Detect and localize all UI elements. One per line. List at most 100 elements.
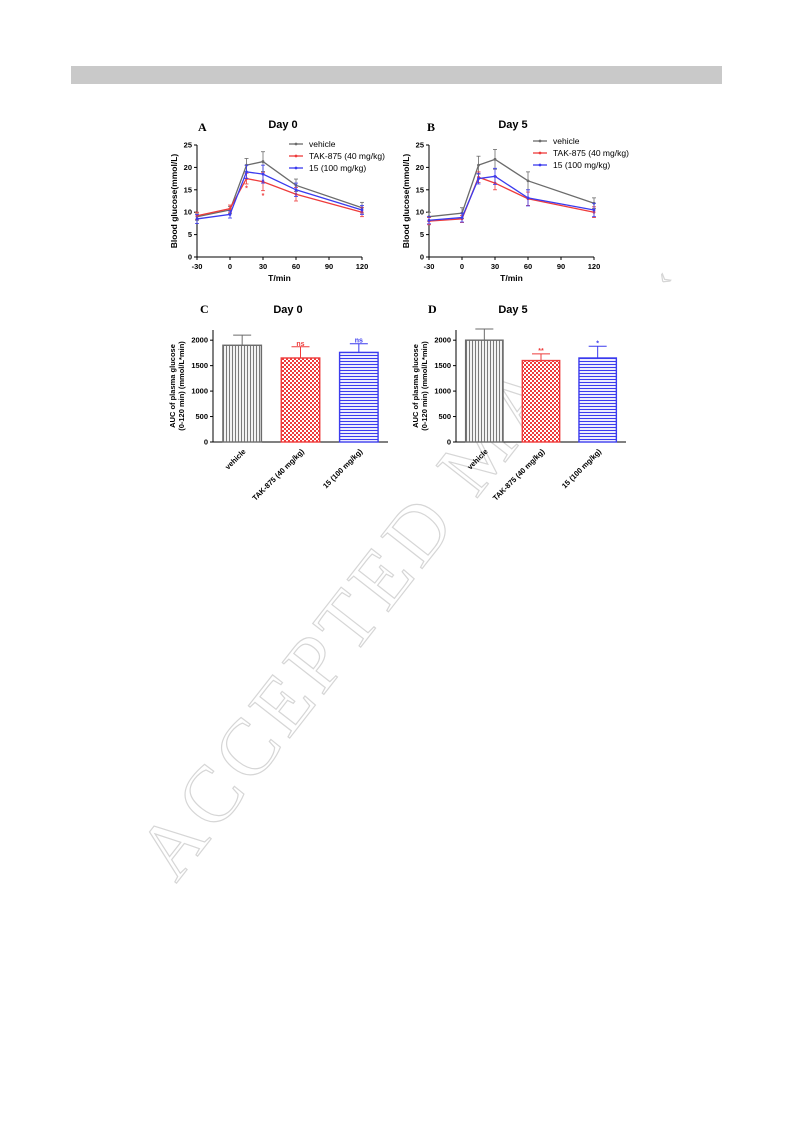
y-tick-label: 0	[420, 253, 424, 262]
legend-label: TAK-875 (40 mg/kg)	[553, 148, 629, 158]
y-tick-label: 0	[204, 438, 208, 447]
bar-chart-D: D Day 5 0 500 1000 1500 2000 AUC of plasma gluc…	[411, 302, 626, 503]
x-tick-label: 30	[259, 262, 267, 271]
panel-label: C	[200, 302, 209, 316]
y-tick-label: 5	[188, 230, 192, 239]
data-point	[493, 174, 497, 178]
category-label: vehicle	[465, 447, 489, 471]
header-bar	[71, 66, 722, 84]
bar	[521, 359, 561, 443]
series-line	[428, 175, 595, 221]
significance-marker: *	[262, 193, 265, 200]
series-vehicle	[195, 151, 364, 221]
y-axis-label-line: (0-120 min) (mmol/L*min)	[177, 341, 186, 431]
y-tick-label: 1500	[434, 361, 451, 370]
series-line	[196, 160, 363, 218]
data-point	[460, 216, 464, 219]
y-axis-label-line: AUC of plasma glucose	[168, 344, 177, 428]
y-tick-label: 10	[416, 208, 424, 217]
data-point	[360, 208, 364, 212]
y-axis-label: AUC of plasma glucose(0-120 min) (mmol/L…	[411, 341, 429, 431]
y-tick-label: 1000	[191, 387, 208, 396]
x-tick-label: 120	[356, 262, 369, 271]
x-tick-label: 60	[524, 262, 532, 271]
y-tick-label: 25	[184, 141, 192, 150]
legend-label: 15 (100 mg/kg)	[309, 163, 366, 173]
series-line	[196, 177, 363, 217]
y-axis-label-line: AUC of plasma glucose	[411, 344, 420, 428]
y-tick-label: 1500	[191, 361, 208, 370]
chart-title: Day 0	[268, 119, 297, 131]
x-axis-label: T/min	[500, 273, 523, 283]
y-axis-label: AUC of plasma glucose(0-120 min) (mmol/L…	[168, 341, 186, 431]
legend-label: 15 (100 mg/kg)	[553, 160, 610, 170]
chart-title: Day 0	[273, 304, 302, 316]
legend-marker	[538, 139, 542, 143]
legend-label: vehicle	[553, 136, 580, 146]
data-point	[427, 218, 431, 222]
chart-title: Day 5	[498, 304, 527, 316]
x-tick-label: -30	[192, 262, 203, 271]
data-point	[526, 196, 530, 200]
significance-label: ns	[355, 338, 363, 345]
data-point	[477, 177, 480, 181]
category-label: vehicle	[223, 447, 247, 471]
y-tick-label: 20	[416, 163, 424, 172]
data-point	[294, 188, 298, 192]
y-tick-label: 500	[438, 412, 451, 421]
significance-label: **	[538, 348, 544, 355]
x-tick-label: 0	[460, 262, 464, 271]
legend-marker	[294, 166, 298, 170]
data-point	[592, 208, 596, 212]
significance-label: *	[596, 340, 599, 347]
bar	[464, 339, 504, 443]
y-tick-label: 25	[416, 141, 424, 150]
x-axis-label: T/min	[268, 273, 291, 283]
series-tak875	[427, 171, 596, 226]
category-label: 15 (100 mg/kg)	[321, 447, 365, 491]
x-tick-label: 30	[491, 262, 499, 271]
y-tick-label: 2000	[191, 336, 208, 345]
bar	[280, 357, 321, 443]
x-tick-label: 90	[557, 262, 565, 271]
y-tick-label: 10	[184, 208, 192, 217]
y-tick-label: 2000	[434, 336, 451, 345]
category-label: TAK-875 (40 mg/kg)	[491, 447, 547, 503]
data-point	[261, 160, 265, 163]
legend-marker	[538, 163, 542, 167]
y-tick-label: 15	[416, 185, 424, 194]
series-line	[428, 176, 595, 222]
x-tick-label: 120	[588, 262, 601, 271]
x-tick-label: 0	[228, 262, 232, 271]
y-tick-label: 0	[447, 438, 451, 447]
data-point	[493, 157, 497, 161]
bar	[222, 344, 263, 443]
data-point	[228, 207, 232, 211]
category-label: TAK-875 (40 mg/kg)	[250, 447, 306, 503]
data-point	[195, 217, 199, 221]
significance-marker: *	[262, 179, 265, 186]
y-tick-label: 15	[184, 185, 192, 194]
series-cmpd15	[195, 164, 364, 224]
y-axis-label: Blood glucose(mmol/L)	[169, 154, 179, 249]
legend-label: TAK-875 (40 mg/kg)	[309, 151, 385, 161]
y-tick-label: 5	[420, 230, 424, 239]
data-point	[245, 170, 248, 174]
significance-label: ns	[296, 341, 304, 348]
y-tick-label: 20	[184, 163, 192, 172]
series-line	[196, 171, 363, 220]
data-point	[228, 213, 232, 216]
bar	[578, 357, 618, 443]
data-point	[477, 163, 480, 167]
panel-label: B	[427, 120, 435, 134]
bar-chart-C: C Day 0 0 500 1000 1500 2000 AUC of plasma gluc…	[168, 302, 388, 503]
x-tick-label: -30	[424, 262, 435, 271]
significance-marker: *	[245, 186, 248, 193]
y-axis-label-line: (0-120 min) (mmol/L*min)	[420, 341, 429, 431]
legend-label: vehicle	[309, 139, 336, 149]
panel-label: A	[198, 120, 207, 134]
x-tick-label: 60	[292, 262, 300, 271]
